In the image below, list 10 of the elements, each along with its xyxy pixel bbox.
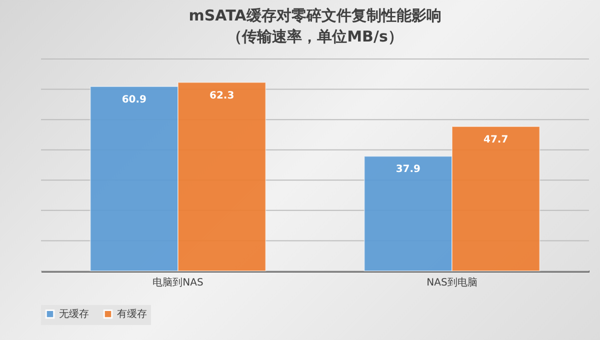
legend-label: 无缓存 <box>59 308 89 320</box>
x-tick-label: 电脑到NAS <box>152 276 204 288</box>
data-label: 60.9 <box>122 94 147 106</box>
chart-subtitle: （传输速率，单位MB/s） <box>227 28 403 46</box>
legend-label: 有缓存 <box>117 308 147 320</box>
data-label: 37.9 <box>396 164 421 176</box>
data-label: 47.7 <box>483 134 508 146</box>
x-tick-label: NAS到电脑 <box>426 276 478 288</box>
chart-title: mSATA缓存对零碎文件复制性能影响 <box>188 6 442 24</box>
data-label: 62.3 <box>209 90 234 102</box>
